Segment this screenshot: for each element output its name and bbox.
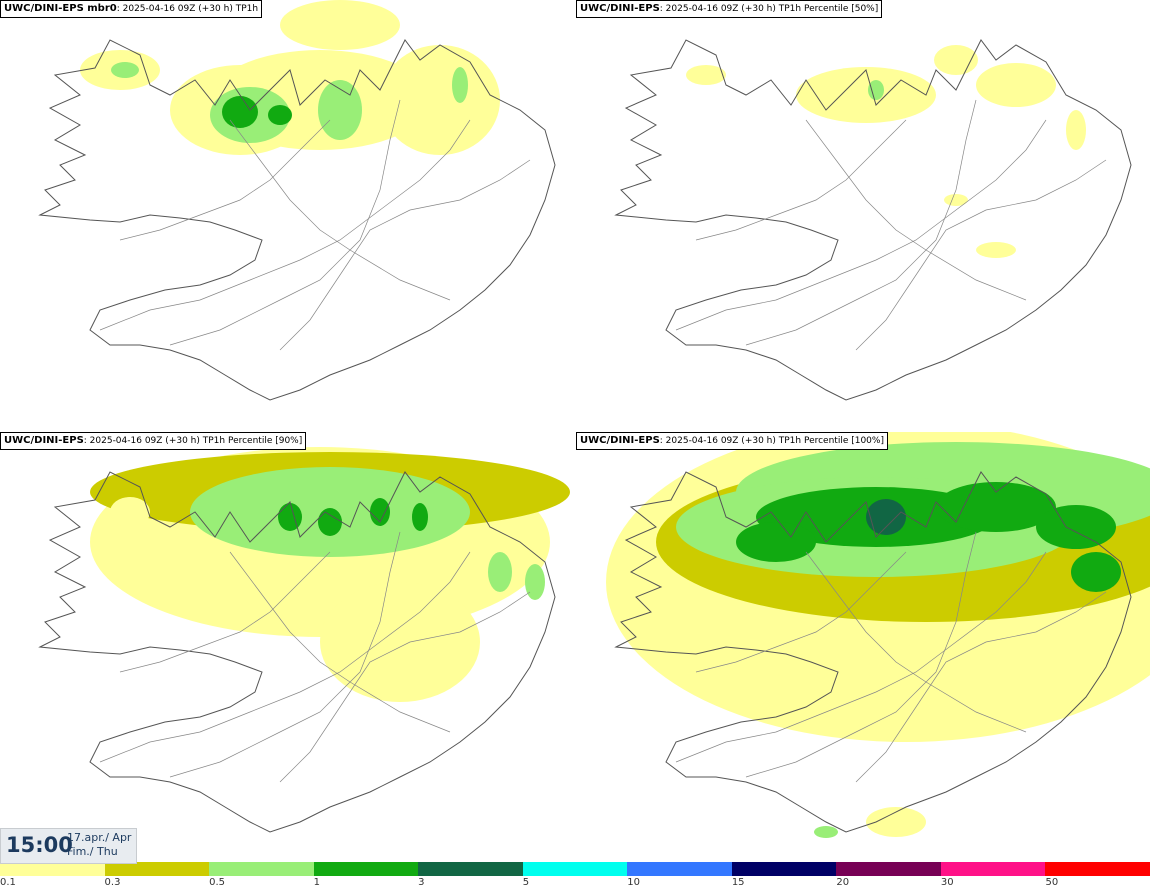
valid-date: 17.apr./ Apr Fim./ Thu bbox=[67, 831, 132, 858]
precip-area bbox=[110, 497, 150, 527]
road-line bbox=[695, 551, 907, 673]
precipitation-map bbox=[38, 447, 570, 833]
precip-area bbox=[1036, 505, 1116, 549]
road-line bbox=[279, 591, 531, 783]
precip-area bbox=[936, 482, 1056, 532]
precip-area bbox=[268, 105, 292, 125]
legend-label: 0.1 bbox=[0, 877, 16, 888]
legend-swatch bbox=[1045, 862, 1150, 876]
legend-swatch bbox=[209, 862, 314, 876]
precip-area bbox=[318, 508, 342, 536]
precip-area bbox=[488, 552, 512, 592]
legend-label: 20 bbox=[836, 877, 850, 888]
legend-label: 15 bbox=[731, 877, 745, 888]
legend-swatch bbox=[940, 862, 1046, 876]
road-line bbox=[855, 159, 1107, 351]
road-line bbox=[229, 119, 451, 301]
panel-title: UWC/DINI-EPS: 2025-04-16 09Z (+30 h) TP1… bbox=[576, 0, 883, 18]
precip-area bbox=[452, 67, 468, 103]
road-line bbox=[745, 531, 977, 778]
precip-area bbox=[280, 0, 400, 50]
coastline bbox=[38, 471, 556, 833]
precip-area bbox=[796, 67, 936, 123]
legend-color-bar bbox=[0, 862, 1150, 876]
road-line bbox=[855, 591, 1107, 783]
precip-area bbox=[370, 498, 390, 526]
road-line bbox=[695, 119, 907, 241]
legend-label: 1 bbox=[313, 877, 320, 888]
legend-swatch bbox=[731, 862, 837, 876]
road-line bbox=[99, 119, 471, 331]
precip-area bbox=[866, 499, 906, 535]
legend-label: 3 bbox=[418, 877, 425, 888]
precip-area bbox=[320, 582, 480, 702]
road-line bbox=[229, 551, 451, 733]
legend-label: 0.3 bbox=[104, 877, 121, 888]
road-line bbox=[745, 99, 977, 346]
road-line bbox=[805, 119, 1027, 301]
precip-area bbox=[111, 62, 139, 78]
road-line bbox=[805, 551, 1027, 733]
precip-area bbox=[380, 45, 500, 155]
map-panel-p100: UWC/DINI-EPS: 2025-04-16 09Z (+30 h) TP1… bbox=[576, 432, 1150, 862]
legend-swatch bbox=[627, 862, 732, 876]
precip-area bbox=[868, 80, 884, 100]
legend-swatch bbox=[313, 862, 419, 876]
precip-area bbox=[525, 564, 545, 600]
precip-area bbox=[278, 503, 302, 531]
road-line bbox=[99, 551, 471, 763]
legend-label: 5 bbox=[522, 877, 530, 888]
legend-label: 10 bbox=[627, 877, 640, 888]
road-line bbox=[119, 119, 331, 241]
valid-time: 15:00 bbox=[6, 833, 73, 857]
road-line bbox=[675, 551, 1047, 763]
precip-area bbox=[944, 194, 968, 206]
precip-area bbox=[1071, 552, 1121, 592]
coastline bbox=[614, 39, 1132, 401]
legend-swatch bbox=[0, 862, 105, 876]
precip-area bbox=[412, 503, 428, 531]
valid-time-box: 15:00 17.apr./ Apr Fim./ Thu bbox=[0, 828, 137, 864]
road-line bbox=[169, 531, 401, 778]
precip-area bbox=[976, 63, 1056, 107]
map-panel-p50: UWC/DINI-EPS: 2025-04-16 09Z (+30 h) TP1… bbox=[576, 0, 1150, 430]
color-legend: 0.1 0.3 0.5 1 3 5 10 15 20 30 50 bbox=[0, 862, 1150, 891]
road-line bbox=[279, 159, 531, 351]
precip-area bbox=[222, 96, 258, 128]
precip-area bbox=[686, 65, 726, 85]
legend-labels: 0.1 0.3 0.5 1 3 5 10 15 20 30 50 bbox=[0, 877, 1150, 891]
map-panel-p90: UWC/DINI-EPS: 2025-04-16 09Z (+30 h) TP1… bbox=[0, 432, 574, 862]
road-line bbox=[675, 119, 1047, 331]
legend-swatch bbox=[104, 862, 210, 876]
precip-area bbox=[866, 807, 926, 837]
precipitation-map bbox=[606, 432, 1150, 838]
road-line bbox=[119, 551, 331, 673]
precipitation-map bbox=[614, 39, 1132, 401]
precip-area bbox=[1066, 110, 1086, 150]
map-panel-member0: UWC/DINI-EPS mbr0: 2025-04-16 09Z (+30 h… bbox=[0, 0, 574, 430]
precip-area bbox=[736, 522, 816, 562]
legend-swatch bbox=[418, 862, 523, 876]
coastline bbox=[614, 471, 1132, 833]
legend-swatch bbox=[522, 862, 628, 876]
road-line bbox=[169, 99, 401, 346]
precip-area bbox=[814, 826, 838, 838]
panel-title: UWC/DINI-EPS mbr0: 2025-04-16 09Z (+30 h… bbox=[0, 0, 263, 18]
precip-area bbox=[976, 242, 1016, 258]
legend-swatch bbox=[836, 862, 941, 876]
legend-label: 30 bbox=[940, 877, 954, 888]
panel-title: UWC/DINI-EPS: 2025-04-16 09Z (+30 h) TP1… bbox=[576, 432, 888, 450]
precipitation-map bbox=[38, 0, 556, 401]
panel-title: UWC/DINI-EPS: 2025-04-16 09Z (+30 h) TP1… bbox=[0, 432, 307, 450]
legend-label: 0.5 bbox=[209, 877, 225, 888]
legend-label: 50 bbox=[1045, 877, 1059, 888]
coastline bbox=[38, 39, 556, 401]
precip-area bbox=[318, 80, 362, 140]
